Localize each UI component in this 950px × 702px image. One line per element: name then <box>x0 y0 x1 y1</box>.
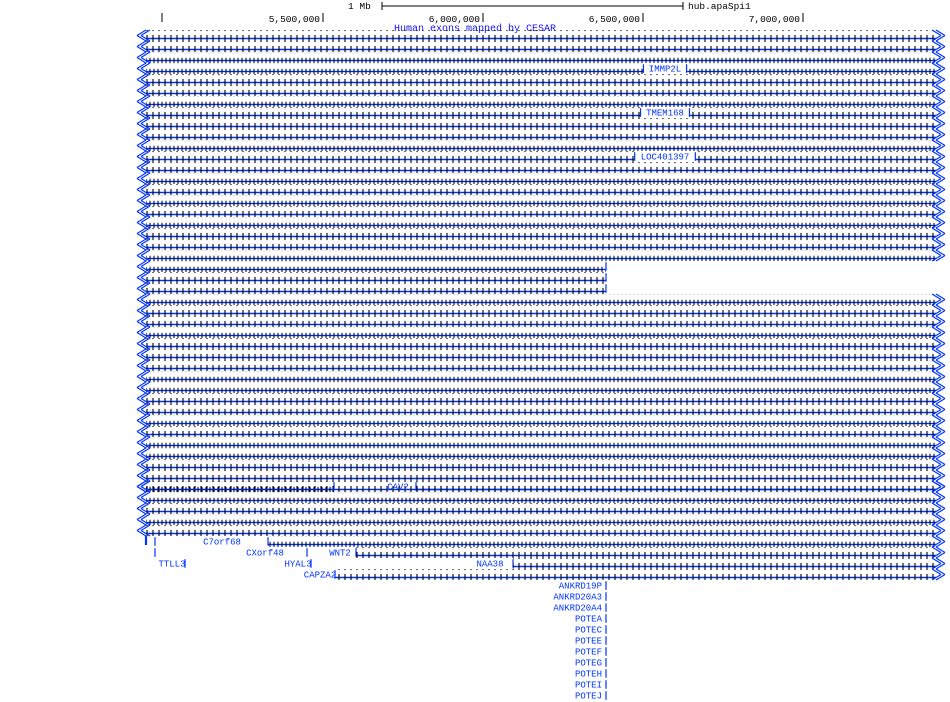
svg-text:NAA38: NAA38 <box>476 559 503 569</box>
svg-text:CAPZA2: CAPZA2 <box>304 570 336 580</box>
svg-text:WNT2: WNT2 <box>329 548 351 558</box>
svg-text:IMMP2L: IMMP2L <box>649 64 681 74</box>
svg-text:ANKRD19P: ANKRD19P <box>559 581 602 591</box>
svg-text:POTEG: POTEG <box>575 658 602 668</box>
svg-text:5,500,000: 5,500,000 <box>269 14 321 25</box>
svg-text:ANKRD20A4: ANKRD20A4 <box>553 603 602 613</box>
svg-text:POTEF: POTEF <box>575 647 602 657</box>
svg-text:hub.apaSpi1: hub.apaSpi1 <box>688 1 751 12</box>
svg-text:CAV2: CAV2 <box>387 482 409 492</box>
svg-text:TTLL3: TTLL3 <box>158 559 185 569</box>
svg-text:POTEC: POTEC <box>575 625 603 635</box>
svg-text:ANKRD20A3: ANKRD20A3 <box>553 592 602 602</box>
svg-text:C7orf68: C7orf68 <box>203 537 241 547</box>
svg-text:7,000,000: 7,000,000 <box>749 14 801 25</box>
svg-text:POTEA: POTEA <box>575 614 603 624</box>
svg-text:1 Mb: 1 Mb <box>348 1 371 12</box>
svg-text:LOC401397: LOC401397 <box>641 152 690 162</box>
svg-text:TMEM168: TMEM168 <box>646 108 684 118</box>
svg-text:POTEI: POTEI <box>575 680 602 690</box>
svg-text:HYAL3: HYAL3 <box>284 559 311 569</box>
svg-text:POTEE: POTEE <box>575 636 602 646</box>
svg-text:POTEJ: POTEJ <box>575 691 602 701</box>
svg-text:POTEH: POTEH <box>575 669 602 679</box>
svg-text:CXorf48: CXorf48 <box>246 548 284 558</box>
svg-text:6,500,000: 6,500,000 <box>589 14 641 25</box>
